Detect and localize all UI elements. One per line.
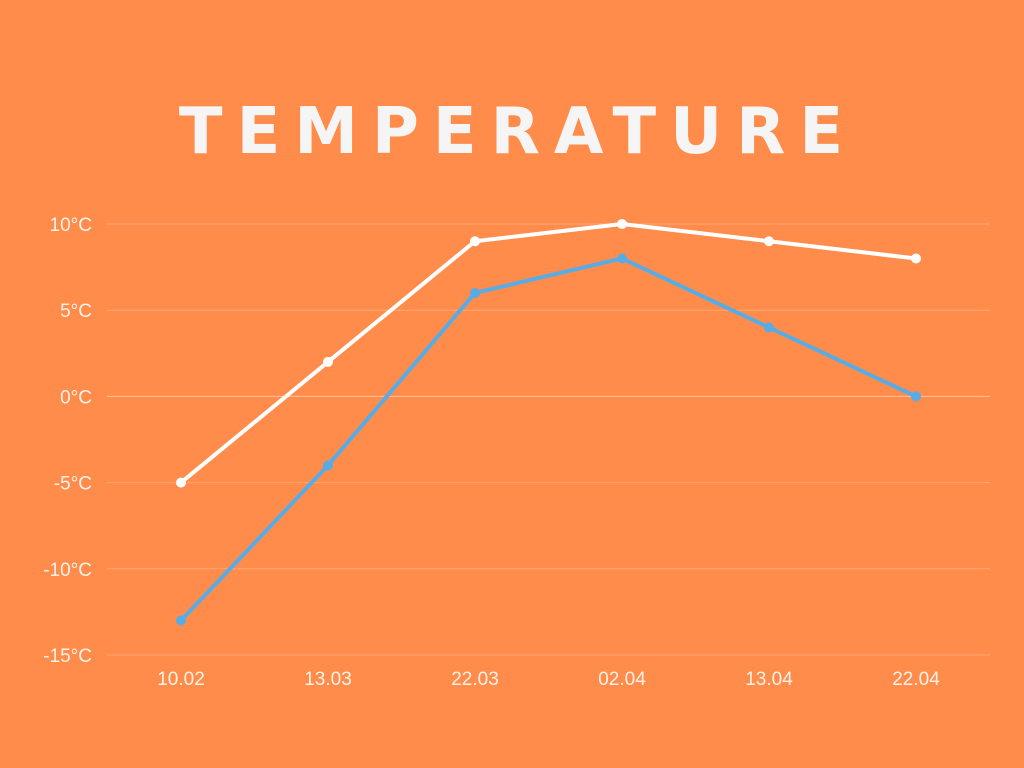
data-point (470, 287, 480, 298)
x-tick-label: 13.04 (745, 669, 793, 690)
gridlines (107, 223, 990, 656)
y-axis-tick-labels: 10°C 5°C 0°C -5°C -10°C -15°C (43, 215, 92, 667)
data-point (323, 460, 333, 471)
data-point (617, 253, 627, 264)
y-tick-label: -10°C (43, 560, 92, 581)
data-point (176, 615, 186, 626)
x-tick-label: 13.03 (304, 669, 352, 690)
data-point (764, 322, 774, 333)
series-1 (176, 219, 921, 488)
y-tick-label: 0°C (60, 387, 92, 408)
data-point (911, 391, 921, 402)
data-point (911, 253, 921, 264)
y-tick-label: -15°C (43, 646, 92, 667)
data-point (323, 356, 333, 367)
data-point (470, 236, 480, 247)
y-tick-label: -5°C (54, 474, 92, 495)
series-line (179, 222, 918, 485)
series-layer (176, 219, 921, 626)
y-tick-label: 10°C (50, 215, 92, 236)
series-2 (176, 253, 921, 626)
x-tick-label: 22.04 (892, 669, 940, 690)
data-point (764, 236, 774, 247)
x-tick-label: 02.04 (598, 669, 646, 690)
data-point (176, 477, 186, 488)
x-axis-tick-labels: 10.02 13.03 22.03 02.04 13.04 22.04 (157, 669, 940, 690)
y-tick-label: 5°C (60, 301, 92, 322)
x-tick-label: 22.03 (451, 669, 499, 690)
chart-title: TEMPERATURE (178, 95, 858, 169)
x-tick-label: 10.02 (157, 669, 205, 690)
data-point (617, 219, 627, 229)
series-line (179, 256, 918, 623)
